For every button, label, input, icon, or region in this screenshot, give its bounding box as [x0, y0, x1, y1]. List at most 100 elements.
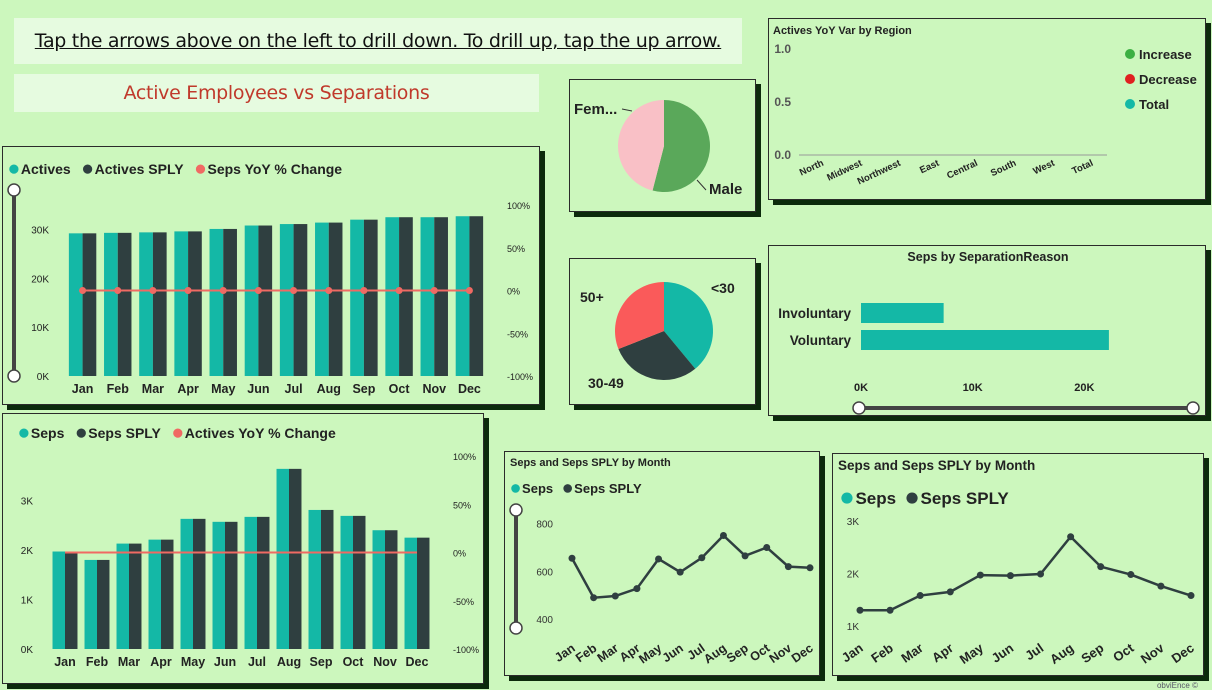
y2-tick-label: 100% — [507, 201, 530, 211]
bar-seps — [52, 551, 65, 649]
legend-label: Seps — [522, 481, 553, 496]
legend-marker — [19, 428, 29, 438]
legend-label: Actives SPLY — [95, 161, 185, 177]
legend-marker — [173, 428, 183, 438]
legend-label: Seps — [855, 489, 896, 508]
actives-chart-panel: Actives Actives SPLY Seps YoY % Change 30K 2… — [2, 146, 540, 405]
line-seps — [860, 534, 1192, 612]
drill-slider-handle-bottom[interactable] — [7, 369, 21, 383]
bar-seps-sply — [225, 521, 238, 649]
point-seps — [916, 592, 924, 600]
x-tick-label: Sep — [352, 382, 375, 396]
reason-chart: Seps by SeparationReason Involuntary Volun… — [778, 250, 1200, 415]
x-tick-label: Apr — [177, 382, 199, 396]
seps-line-small-panel: Seps and Seps SPLY by Month Seps Seps SPLY… — [504, 451, 820, 676]
point-seps — [633, 585, 641, 593]
bar-seps-sply — [321, 509, 334, 649]
point-seps — [1006, 572, 1014, 580]
point-pct-change — [254, 287, 262, 294]
point-seps — [568, 554, 576, 562]
x-tick-label: Jan — [839, 640, 866, 665]
x-tick-label: Aug — [277, 655, 301, 669]
point-pct-change — [465, 287, 473, 294]
y-tick-label: 400 — [536, 615, 553, 626]
region-chart-panel: Actives YoY Var by Region 1.0 0.5 0.0 North M… — [768, 18, 1206, 200]
x-tick-label: Nov — [422, 382, 446, 396]
legend-label: Actives — [21, 161, 71, 177]
y-tick-label: 3K — [21, 497, 34, 508]
legend-marker — [76, 428, 86, 438]
y-tick-label: 3K — [847, 517, 860, 528]
bar-actives-sply — [328, 222, 343, 376]
bar-seps — [148, 539, 161, 649]
bar-actives — [68, 233, 83, 376]
y2-tick-label: 0% — [453, 549, 466, 559]
point-pct-change — [290, 287, 298, 294]
drill-slider-handle-top[interactable] — [7, 183, 21, 197]
y2-tick-label: 0% — [507, 287, 520, 297]
point-pct-change — [114, 287, 122, 294]
bar-seps — [180, 518, 193, 649]
line-seps — [570, 533, 811, 600]
bar-actives — [209, 228, 224, 376]
bar-actives — [420, 217, 435, 376]
bar-actives-sply — [469, 216, 484, 376]
bar-actives — [104, 232, 118, 376]
x-tick-label: Dec — [1169, 640, 1197, 666]
y-tick-label: 800 — [536, 520, 553, 531]
point-seps — [590, 594, 598, 602]
age-pie-slice — [664, 282, 713, 369]
point-seps — [946, 588, 954, 596]
watermark: obviEnce © — [1156, 681, 1198, 690]
reason-chart-panel: Seps by SeparationReason Involuntary Volun… — [768, 245, 1206, 416]
drill-slider-handle-bottom[interactable] — [509, 621, 523, 635]
y-tick-label: 0K — [37, 372, 50, 383]
range-slider-handle-right[interactable] — [1186, 401, 1200, 415]
point-pct-change — [395, 287, 403, 294]
bar-actives — [174, 231, 189, 376]
legend-marker — [511, 484, 520, 493]
pie-label-under30: <30 — [711, 280, 735, 296]
chart-title: Seps by SeparationReason — [907, 250, 1068, 264]
range-slider-handle-left[interactable] — [852, 401, 866, 415]
x-tick-label: Dec — [406, 655, 429, 669]
bar-seps-sply — [129, 543, 142, 649]
bar-actives — [350, 219, 364, 376]
gender-pie-slice — [652, 100, 710, 192]
x-tick-label: Apr — [929, 640, 956, 665]
point-pct-change — [430, 287, 438, 294]
y-tick-label: 0.5 — [774, 95, 791, 109]
bar-seps-sply — [161, 539, 174, 649]
bar-actives — [139, 232, 153, 376]
x-tick-label: Mar — [142, 382, 164, 396]
point-seps — [1127, 571, 1135, 579]
y-category-label: Involuntary — [778, 306, 851, 321]
legend-label: Seps — [31, 425, 65, 441]
y-tick-label: 0K — [21, 645, 34, 656]
point-seps — [856, 606, 864, 614]
bar-seps — [276, 468, 289, 649]
bar-seps-sply — [257, 516, 270, 649]
x-tick-label: Dec — [789, 641, 816, 666]
x-tick-label: Mar — [898, 640, 926, 666]
bar-actives-sply — [293, 224, 308, 376]
x-tick-label: West — [1031, 157, 1057, 177]
point-seps — [1187, 592, 1195, 600]
x-tick-label: Feb — [107, 382, 130, 396]
bar-seps — [244, 516, 257, 649]
report-title: Active Employees vs Separations — [14, 74, 539, 112]
x-tick-label: Total — [1070, 158, 1095, 177]
point-seps — [655, 555, 663, 563]
bar-seps — [116, 543, 129, 649]
bar-seps — [84, 559, 97, 649]
bar-seps-sply — [385, 530, 398, 649]
x-tick-label: Northwest — [856, 157, 904, 187]
y-tick-label: 30K — [31, 225, 49, 236]
x-tick-label: 0K — [854, 382, 868, 394]
seps-chart: Seps Seps SPLY Actives YoY % Change 3K 2K 1K 0… — [19, 425, 479, 669]
point-seps — [1037, 570, 1045, 578]
y-tick-label: 1K — [847, 622, 860, 633]
legend-marker — [9, 164, 19, 174]
drill-slider-handle-top[interactable] — [509, 503, 523, 517]
y-tick-label: 20K — [31, 274, 49, 285]
